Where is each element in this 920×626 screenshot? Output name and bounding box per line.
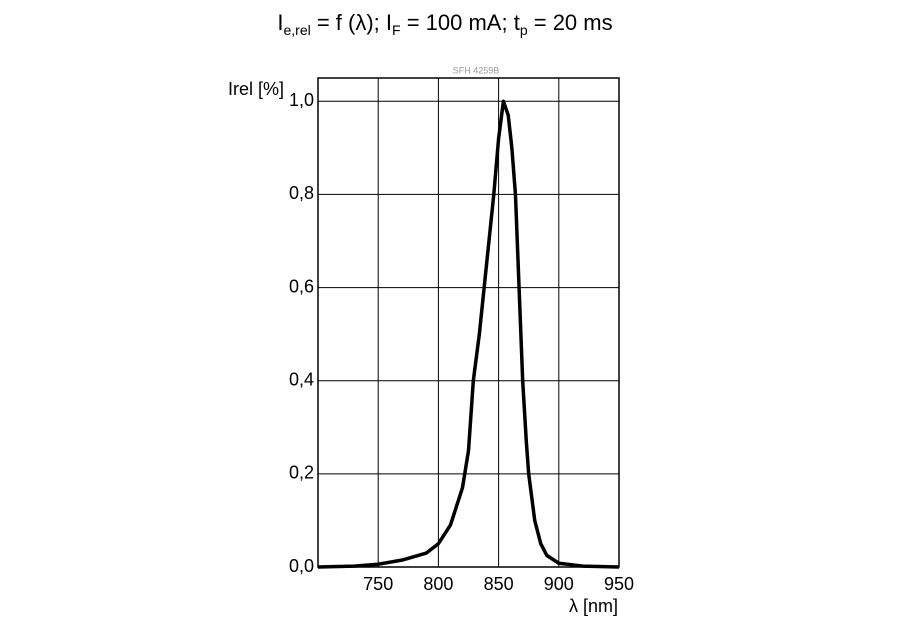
y-tick-label: 0,4 (289, 369, 314, 389)
x-tick-label: 750 (363, 574, 393, 594)
title-subscript: p (520, 22, 528, 38)
chart-title: Ie,rel = f (λ); IF = 100 mA; tp = 20 ms (277, 10, 612, 38)
y-tick-label: 0,8 (289, 183, 314, 203)
y-tick-label: 1,0 (289, 90, 314, 110)
title-subscript: F (392, 22, 401, 38)
y-axis-label: Irel [%] (228, 79, 284, 99)
x-tick-label: 950 (604, 574, 634, 594)
x-tick-label: 900 (544, 574, 574, 594)
y-tick-label: 0,0 (289, 556, 314, 576)
y-tick-label: 0,2 (289, 463, 314, 483)
y-tick-label: 0,6 (289, 276, 314, 296)
x-axis-label: λ [nm] (569, 596, 618, 616)
data-line (317, 99, 620, 569)
title-subscript: e,rel (284, 22, 311, 38)
x-tick-label: 800 (423, 574, 453, 594)
title-part: = 20 ms (528, 10, 613, 35)
title-part: = 100 mA; t (401, 10, 520, 35)
title-part: I (277, 10, 283, 35)
title-part: = f (λ); I (311, 10, 392, 35)
plot-frame (317, 77, 620, 568)
x-tick-label: 850 (484, 574, 514, 594)
subtitle: SFH 4259B (453, 65, 500, 75)
